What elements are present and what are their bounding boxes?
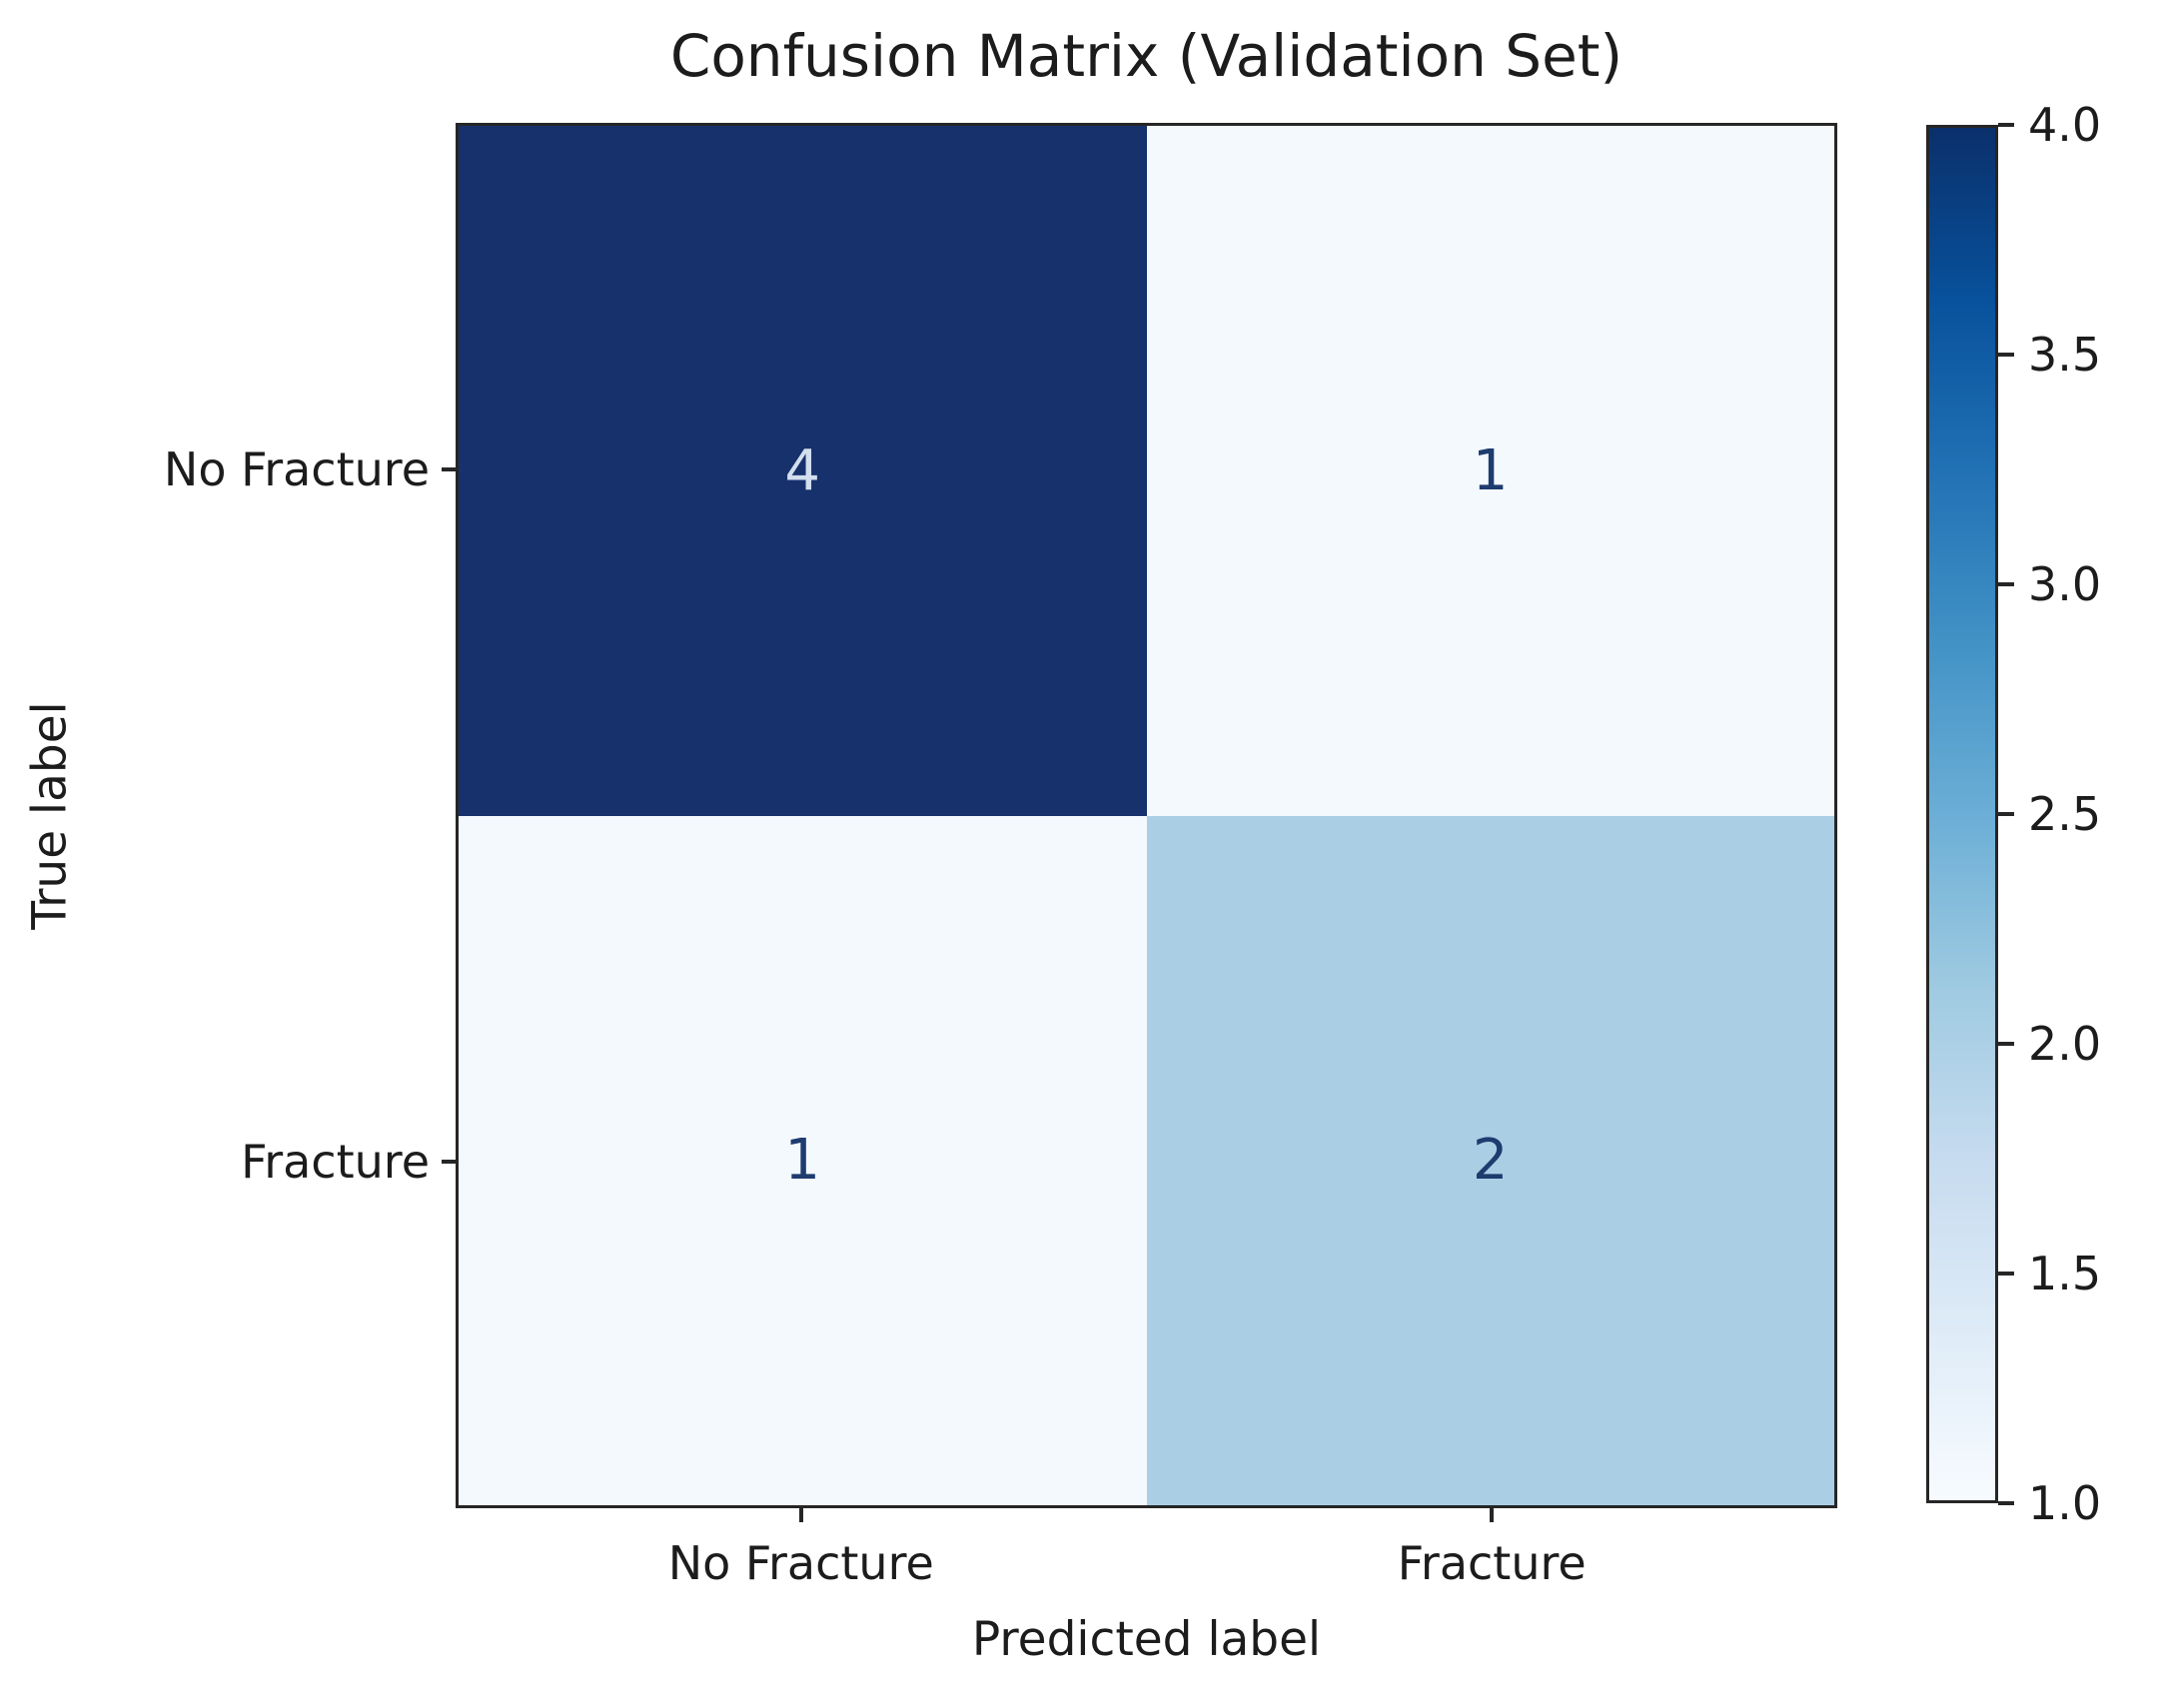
heatmap-grid: 4 1 1 2	[456, 123, 1837, 1508]
tick-mark	[1490, 1508, 1495, 1522]
x-axis-title: Predicted label	[971, 1612, 1322, 1667]
colorbar-tick-label: 2.0	[2028, 1017, 2102, 1071]
cell-true-fracture-pred-fracture: 2	[1146, 815, 1834, 1505]
colorbar-tick-label: 1.0	[2028, 1476, 2102, 1530]
tick-mark	[1998, 353, 2014, 357]
colorbar-tick-label: 3.5	[2028, 328, 2102, 382]
tick-mark	[1998, 1042, 2014, 1046]
colorbar-tick-label: 1.5	[2028, 1247, 2102, 1300]
y-tick-label-no-fracture: No Fracture	[163, 441, 430, 496]
tick-mark	[1998, 1272, 2014, 1276]
cell-true-fracture-pred-nofracture: 1	[459, 815, 1147, 1505]
x-axis-ticks: No Fracture Fracture	[456, 1508, 1837, 1590]
tick-mark	[1998, 812, 2014, 816]
x-tick-label-fracture: Fracture	[1397, 1536, 1587, 1590]
colorbar-tick-label: 2.5	[2028, 787, 2102, 841]
colorbar-tick-label: 3.0	[2028, 557, 2102, 611]
cell-true-nofracture-pred-fracture: 1	[1146, 126, 1834, 816]
y-tick-label-fracture: Fracture	[241, 1135, 430, 1190]
y-tick-no-fracture: No Fracture	[0, 123, 456, 816]
y-axis-ticks: No Fracture Fracture	[0, 123, 456, 1508]
x-tick-label-no-fracture: No Fracture	[667, 1536, 934, 1590]
tick-mark	[442, 1160, 456, 1165]
colorbar-ticks: 4.0 3.5 3.0 2.5 2.0 1.5 1.0	[1998, 98, 2157, 1530]
colorbar-tick-label: 4.0	[2028, 98, 2102, 152]
x-tick-fracture: Fracture	[1147, 1508, 1838, 1590]
colorbar	[1926, 125, 1998, 1503]
tick-mark	[1998, 1501, 2014, 1505]
tick-mark	[442, 466, 456, 471]
y-tick-fracture: Fracture	[0, 816, 456, 1509]
tick-mark	[1998, 123, 2014, 127]
tick-mark	[1998, 582, 2014, 586]
tick-mark	[798, 1508, 803, 1522]
chart-title: Confusion Matrix (Validation Set)	[669, 22, 1623, 90]
x-tick-no-fracture: No Fracture	[456, 1508, 1147, 1590]
cell-true-nofracture-pred-nofracture: 4	[459, 126, 1147, 816]
